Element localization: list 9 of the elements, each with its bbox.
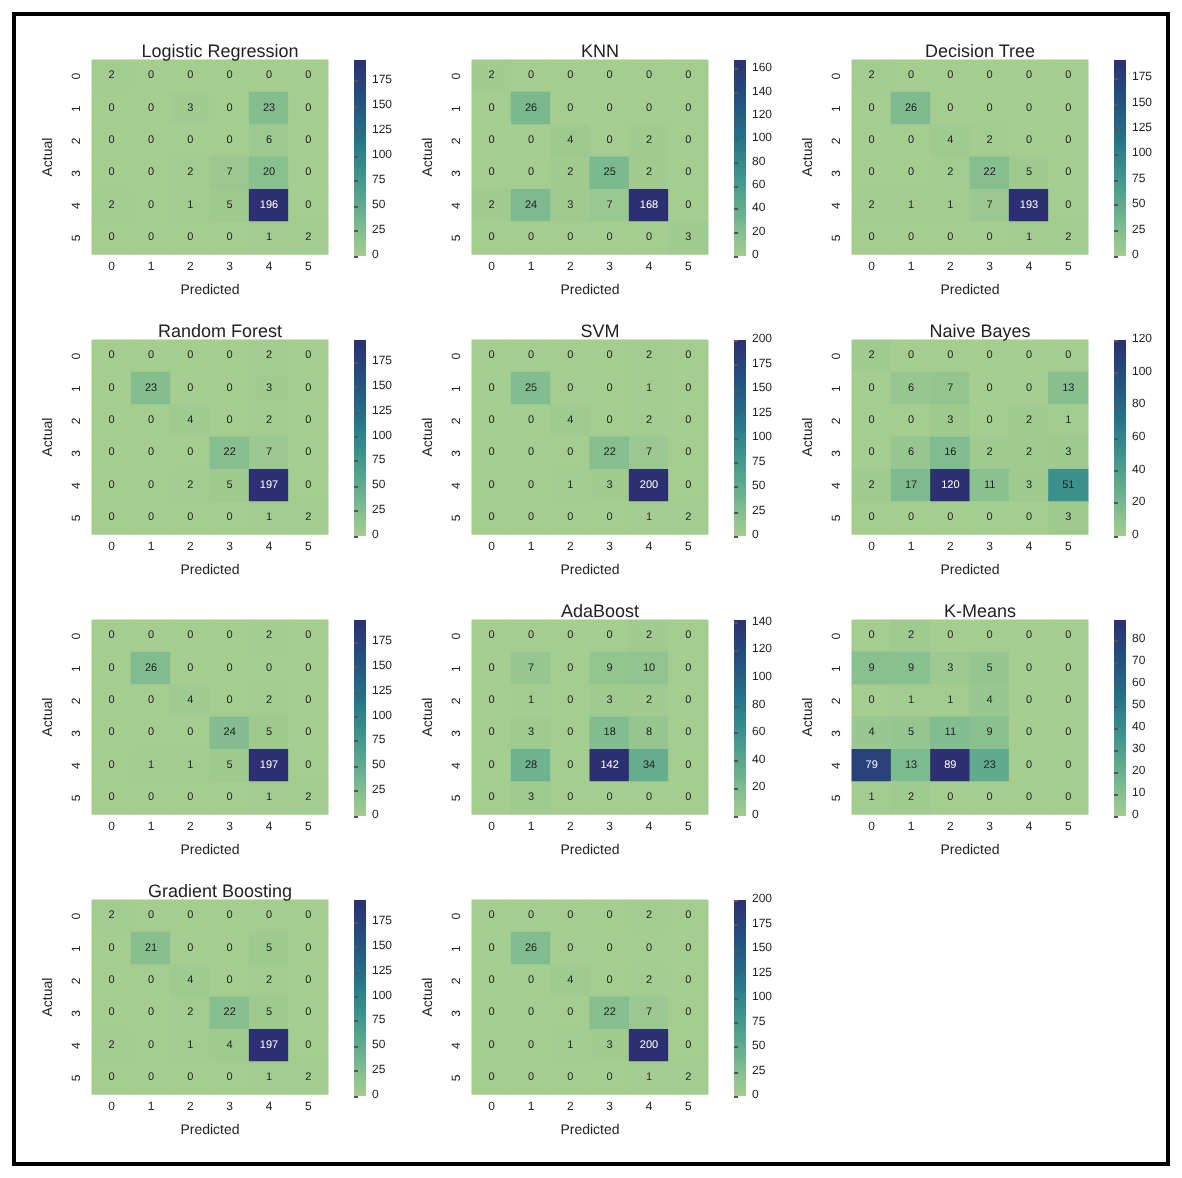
chart-title: KNN — [580, 41, 620, 61]
chart-title: AdaBoost — [560, 601, 641, 621]
chart-title: Random Forest — [157, 321, 284, 341]
chart-title: Logistic Regression — [141, 41, 299, 61]
chart-title: Decision Tree — [924, 41, 1036, 61]
chart-title: Gradient Boosting — [147, 881, 293, 901]
chart-title: K-Means — [943, 601, 1018, 621]
chart-title: Naive Bayes — [929, 321, 1032, 341]
chart-title: SVM — [580, 321, 620, 341]
